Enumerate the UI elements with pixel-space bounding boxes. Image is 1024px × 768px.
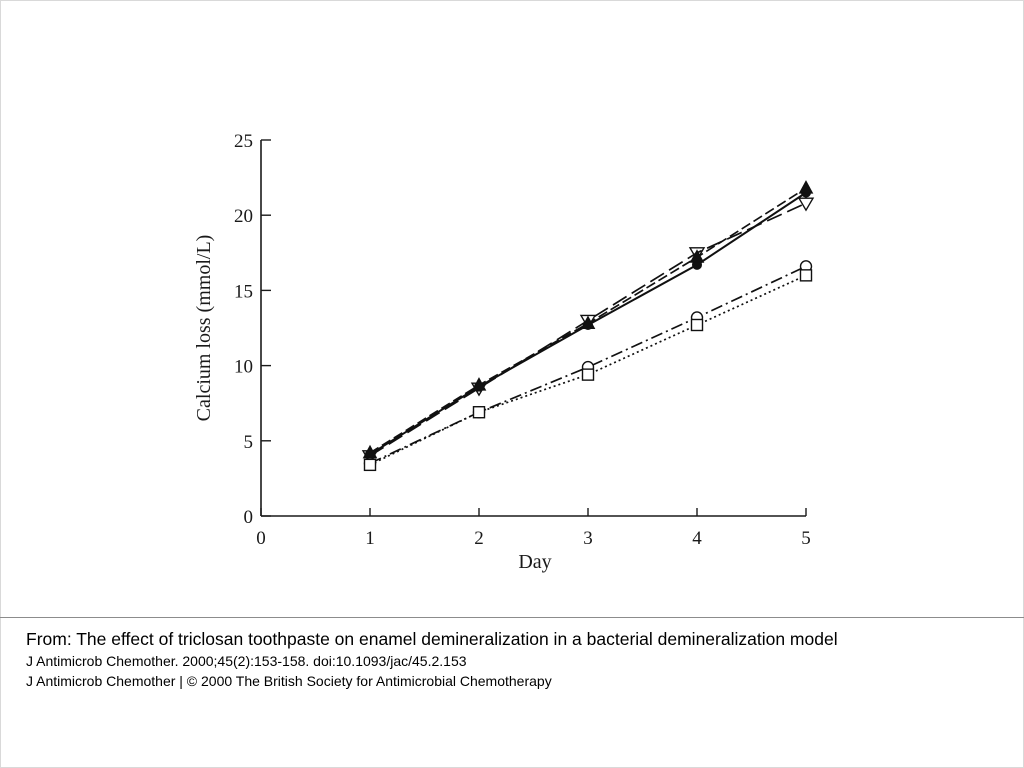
x-axis-label: Day (518, 551, 551, 573)
data-point-open-triangle-down (470, 382, 488, 397)
x-tick-label: 1 (365, 528, 375, 549)
y-tick-label: 25 (234, 131, 253, 152)
y-tick-label: 5 (244, 432, 254, 453)
chart-axes: 0 1 2 3 4 5 0 5 10 15 20 25 (234, 131, 811, 549)
data-point-open-square (363, 458, 377, 472)
x-tick-label: 3 (583, 528, 593, 549)
series-line-open-circle (369, 265, 807, 465)
caption-citation: J Antimicrob Chemother. 2000;45(2):153-1… (26, 653, 467, 669)
y-tick-label: 10 (234, 357, 253, 378)
data-point-open-triangle-down (688, 247, 706, 262)
x-tick-label: 4 (692, 528, 702, 549)
data-point-open-triangle-down (797, 197, 815, 212)
data-point-filled-triangle-up (471, 377, 487, 391)
data-point-open-square (472, 406, 486, 419)
y-tick-label: 20 (234, 206, 253, 227)
y-axis-label: Calcium loss (mmol/L) (193, 235, 215, 422)
data-point-open-square (581, 368, 595, 381)
data-point-open-square (690, 318, 704, 332)
caption-copyright: J Antimicrob Chemother | © 2000 The Brit… (26, 673, 552, 689)
x-tick-label: 2 (474, 528, 484, 549)
x-tick-label: 0 (256, 528, 266, 549)
data-point-filled-triangle-up (689, 249, 705, 263)
caption-title: From: The effect of triclosan toothpaste… (26, 629, 838, 649)
caption: From: The effect of triclosan toothpaste… (26, 627, 1016, 691)
x-tick-label: 5 (801, 528, 811, 549)
data-point-open-square (799, 269, 813, 282)
y-tick-label: 15 (234, 281, 253, 302)
data-point-open-triangle-down (579, 314, 597, 329)
series-markers (361, 180, 815, 472)
y-tick-label: 0 (244, 507, 254, 528)
line-chart: 0 1 2 3 4 5 0 5 10 15 20 25 Day Calcium loss (mmol/… (193, 131, 815, 573)
caption-divider (0, 617, 1024, 618)
data-point-open-triangle-down (361, 450, 379, 465)
data-point-filled-triangle-up (798, 180, 814, 194)
